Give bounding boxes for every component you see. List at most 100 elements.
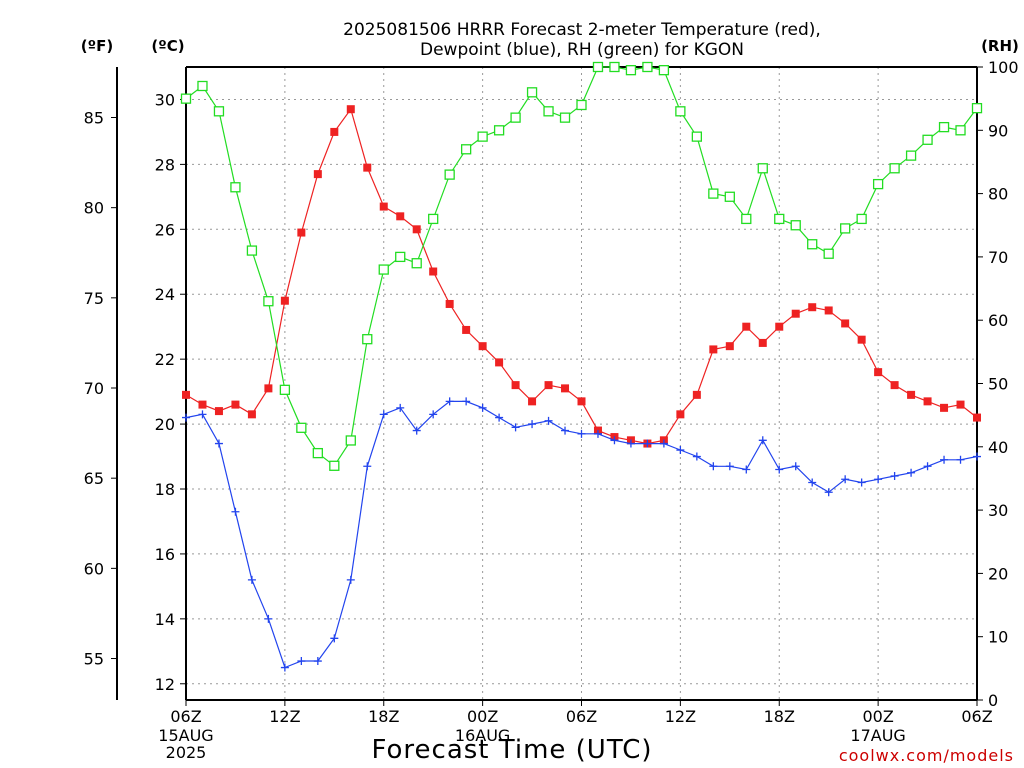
temperature-point	[561, 384, 570, 393]
temperature-point	[808, 303, 817, 312]
dewpoint-point	[528, 420, 537, 429]
temperature-point	[940, 403, 949, 412]
dewpoint-point	[544, 416, 553, 425]
rh-point	[510, 112, 521, 123]
rh-tick-label: 30	[988, 501, 1008, 520]
dewpoint-point	[775, 465, 784, 474]
rh-point	[395, 251, 406, 263]
celsius-unit-label: (ºC)	[151, 37, 184, 55]
dewpoint-point	[247, 575, 256, 584]
rh-point	[329, 460, 340, 471]
temperature-point	[445, 299, 454, 308]
temperature-point	[231, 400, 240, 409]
celsius-tick-label: 22	[155, 350, 175, 369]
rh-point	[477, 131, 488, 142]
temperature-point	[429, 267, 438, 276]
x-tick-label: 12Z	[269, 707, 300, 726]
rh-point	[378, 264, 389, 275]
rh-point	[691, 131, 703, 142]
dewpoint-point	[791, 462, 800, 471]
rh-point	[263, 296, 274, 307]
dewpoint-point	[907, 468, 916, 477]
fahrenheit-tick-label: 65	[84, 469, 104, 488]
temperature-point	[297, 228, 306, 237]
credit-text: coolwx.com/models	[839, 746, 1014, 765]
temperature-point	[412, 225, 421, 234]
rh-tick-label: 10	[988, 628, 1008, 647]
dewpoint-point	[940, 455, 949, 464]
rh-point	[724, 191, 735, 202]
rh-point	[642, 61, 653, 73]
dewpoint-point	[643, 439, 652, 448]
temperature-point	[758, 338, 767, 347]
temperature-point	[198, 400, 207, 409]
dewpoint-point	[280, 663, 289, 672]
temperature-point	[890, 381, 899, 390]
rh-point	[411, 258, 422, 269]
x-date-label: 17AUG	[850, 726, 905, 745]
rh-point	[312, 447, 323, 459]
rh-point	[230, 182, 241, 193]
temperature-point	[379, 202, 388, 211]
dewpoint-point	[610, 436, 619, 445]
rh-point	[592, 61, 604, 73]
rh-unit-label: (RH)	[981, 37, 1019, 55]
temperature-point	[824, 306, 833, 315]
temperature-point	[874, 368, 883, 377]
rh-point	[790, 220, 801, 231]
rh-point	[708, 188, 719, 199]
dewpoint-series	[182, 397, 981, 672]
chart-title-line2: Dewpoint (blue), RH (green) for KGON	[420, 40, 744, 60]
dewpoint-point	[626, 439, 635, 448]
celsius-tick-label: 26	[155, 220, 175, 239]
celsius-tick-label: 20	[155, 415, 175, 434]
rh-tick-label: 60	[988, 311, 1008, 330]
dewpoint-point	[808, 478, 817, 487]
rh-point	[362, 334, 373, 345]
temperature-point	[676, 410, 685, 419]
dewpoint-point	[429, 410, 438, 419]
rh-point	[840, 223, 851, 234]
celsius-tick-label: 30	[155, 90, 175, 109]
celsius-tick-label: 14	[155, 610, 175, 629]
rh-point	[543, 106, 554, 117]
dewpoint-point	[824, 488, 833, 497]
dewpoint-point	[478, 403, 487, 412]
x-tick-label: 18Z	[764, 707, 795, 726]
celsius-tick-label: 28	[155, 155, 175, 174]
rh-point	[576, 99, 587, 111]
dewpoint-point	[412, 426, 421, 435]
temperature-point	[857, 335, 866, 344]
x-tick-label: 00Z	[862, 707, 893, 726]
rh-point	[774, 213, 785, 225]
temperature-point	[462, 325, 471, 334]
dewpoint-point	[445, 397, 454, 406]
temperature-point	[907, 390, 916, 399]
x-tick-label: 06Z	[961, 707, 992, 726]
temperature-point	[692, 390, 701, 399]
rh-tick-label: 80	[988, 185, 1008, 204]
x-tick-label: 06Z	[170, 707, 201, 726]
fahrenheit-tick-label: 80	[84, 199, 104, 218]
rh-tick-label: 20	[988, 564, 1008, 583]
rh-tick-label: 40	[988, 438, 1008, 457]
dewpoint-point	[214, 439, 223, 448]
temperature-point	[363, 163, 372, 172]
rh-point	[955, 125, 966, 136]
dewpoint-point	[511, 423, 520, 432]
dewpoint-point	[758, 436, 767, 445]
dewpoint-point	[561, 426, 570, 435]
rh-point	[493, 125, 505, 136]
rh-point	[526, 87, 538, 98]
dewpoint-point	[297, 657, 306, 666]
dewpoint-point	[396, 403, 405, 412]
rh-point	[213, 106, 225, 117]
rh-tick-label: 50	[988, 375, 1008, 394]
celsius-tick-label: 18	[155, 480, 175, 499]
temperature-point	[330, 127, 339, 136]
x-year-label: 2025	[166, 743, 207, 762]
dewpoint-point	[874, 475, 883, 484]
dewpoint-point	[264, 614, 273, 623]
temperature-point	[495, 358, 504, 367]
